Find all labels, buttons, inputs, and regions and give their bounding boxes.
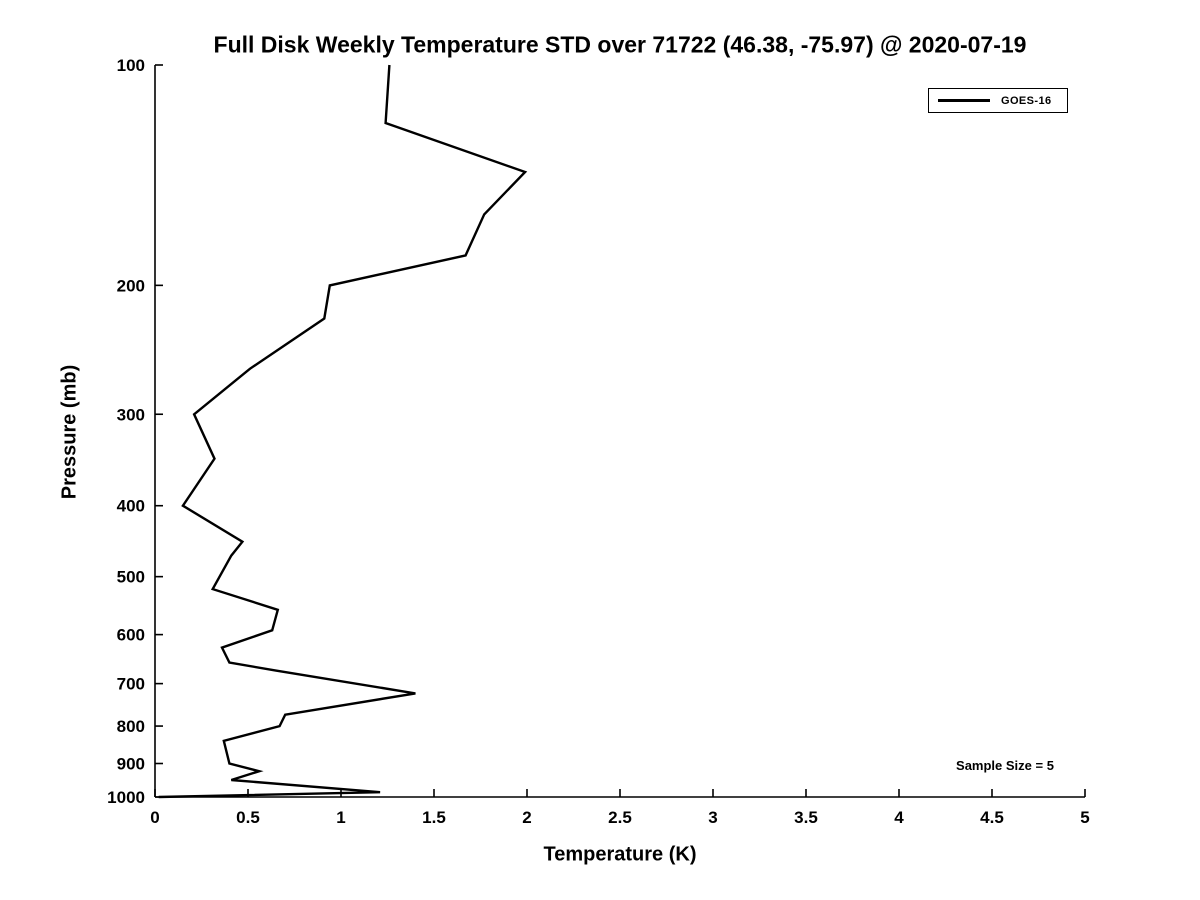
x-tick-label: 1.5	[422, 808, 446, 827]
y-tick-label: 900	[117, 755, 145, 774]
y-tick-label: 200	[117, 276, 145, 295]
y-axis-label: Pressure (mb)	[58, 364, 81, 500]
x-tick-label: 5	[1080, 808, 1089, 827]
y-tick-label: 700	[117, 675, 145, 694]
y-tick-label: 1000	[107, 788, 145, 807]
y-tick-label: 100	[117, 56, 145, 75]
x-tick-label: 3.5	[794, 808, 818, 827]
y-tick-label: 400	[117, 497, 145, 516]
chart-title: Full Disk Weekly Temperature STD over 71…	[213, 31, 1027, 58]
x-tick-label: 1	[336, 808, 345, 827]
x-tick-label: 0	[150, 808, 159, 827]
x-tick-label: 4.5	[980, 808, 1004, 827]
y-tick-label: 600	[117, 626, 145, 645]
x-tick-label: 0.5	[236, 808, 260, 827]
x-tick-label: 4	[894, 808, 904, 827]
legend-entry-label: GOES-16	[1001, 94, 1052, 107]
x-tick-label: 2.5	[608, 808, 632, 827]
y-tick-label: 300	[117, 405, 145, 424]
y-tick-label: 500	[117, 568, 145, 587]
temperature-std-line	[158, 64, 528, 799]
y-tick-label: 800	[117, 717, 145, 736]
legend-line-sample-icon	[938, 99, 990, 102]
x-tick-label: 3	[708, 808, 717, 827]
x-axis-label: Temperature (K)	[543, 843, 697, 866]
x-tick-label: 2	[522, 808, 531, 827]
legend-box: GOES-16	[928, 88, 1068, 113]
sample-size-annotation: Sample Size = 5	[956, 758, 1054, 773]
